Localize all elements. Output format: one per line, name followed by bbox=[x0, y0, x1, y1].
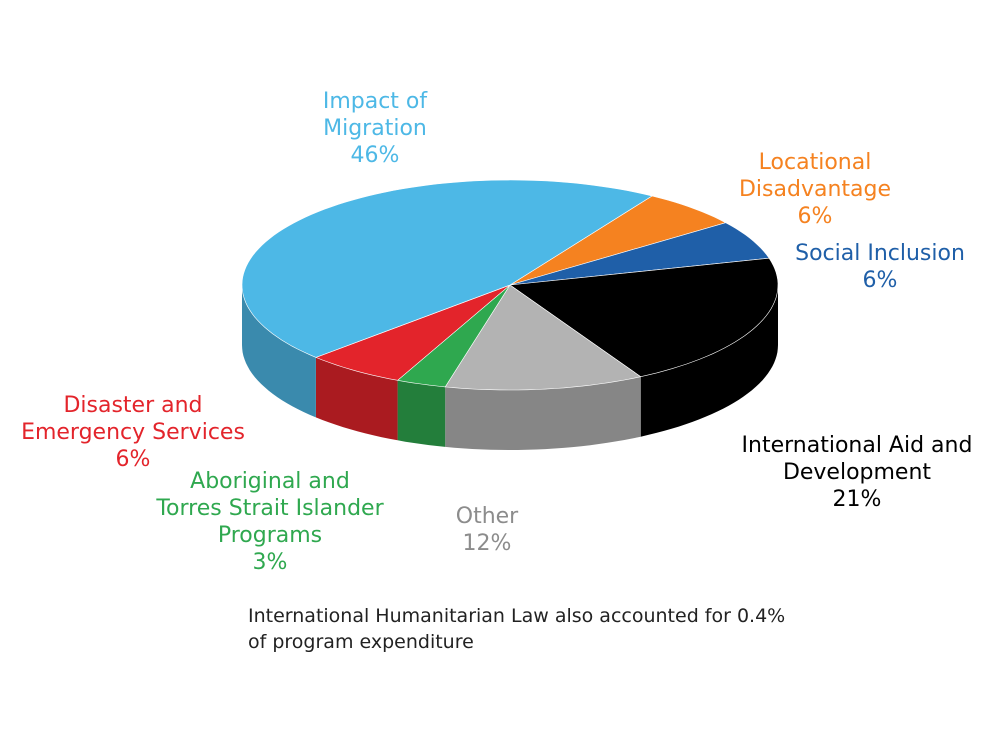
slice-label: Aboriginal and Torres Strait Islander Pr… bbox=[155, 468, 385, 576]
slice-label: International Aid and Development 21% bbox=[740, 432, 975, 513]
pie-slice-side bbox=[397, 380, 446, 447]
value-label: 6% bbox=[797, 204, 833, 229]
category-label: Locational Disadvantage bbox=[738, 150, 891, 202]
value-label: 6% bbox=[115, 447, 151, 472]
category-label: Impact of Migration bbox=[322, 89, 428, 141]
category-label: Other bbox=[455, 504, 519, 529]
pie-slice-side bbox=[445, 376, 641, 450]
slice-label: Other 12% bbox=[432, 503, 542, 557]
slice-label: Locational Disadvantage 6% bbox=[728, 149, 903, 230]
annotation: International Humanitarian Law also acco… bbox=[248, 605, 786, 653]
value-label: 21% bbox=[832, 487, 882, 512]
pie-slice bbox=[241, 179, 653, 358]
slice-label: Disaster and Emergency Services 6% bbox=[8, 392, 258, 473]
pie-slice bbox=[396, 284, 511, 388]
category-label: International Aid and Development bbox=[741, 433, 973, 485]
pie-slice-side bbox=[640, 285, 778, 437]
pie-slice bbox=[509, 195, 727, 286]
value-label: 12% bbox=[462, 531, 512, 556]
pie-slice bbox=[509, 257, 779, 378]
pie-slice bbox=[509, 222, 770, 286]
slice-label: Impact of Migration 46% bbox=[295, 88, 455, 169]
pie-slice-side bbox=[242, 285, 316, 418]
pie-slice bbox=[444, 284, 642, 391]
slice-label: Social Inclusion 6% bbox=[775, 240, 985, 294]
pie-slice bbox=[315, 284, 511, 381]
category-label: Social Inclusion bbox=[795, 241, 965, 266]
category-label: Disaster and Emergency Services bbox=[21, 393, 245, 445]
pie-slice-side bbox=[315, 357, 398, 441]
category-label: Aboriginal and Torres Strait Islander Pr… bbox=[156, 469, 384, 548]
value-label: 6% bbox=[862, 268, 898, 293]
value-label: 46% bbox=[350, 143, 400, 168]
value-label: 3% bbox=[252, 550, 288, 575]
